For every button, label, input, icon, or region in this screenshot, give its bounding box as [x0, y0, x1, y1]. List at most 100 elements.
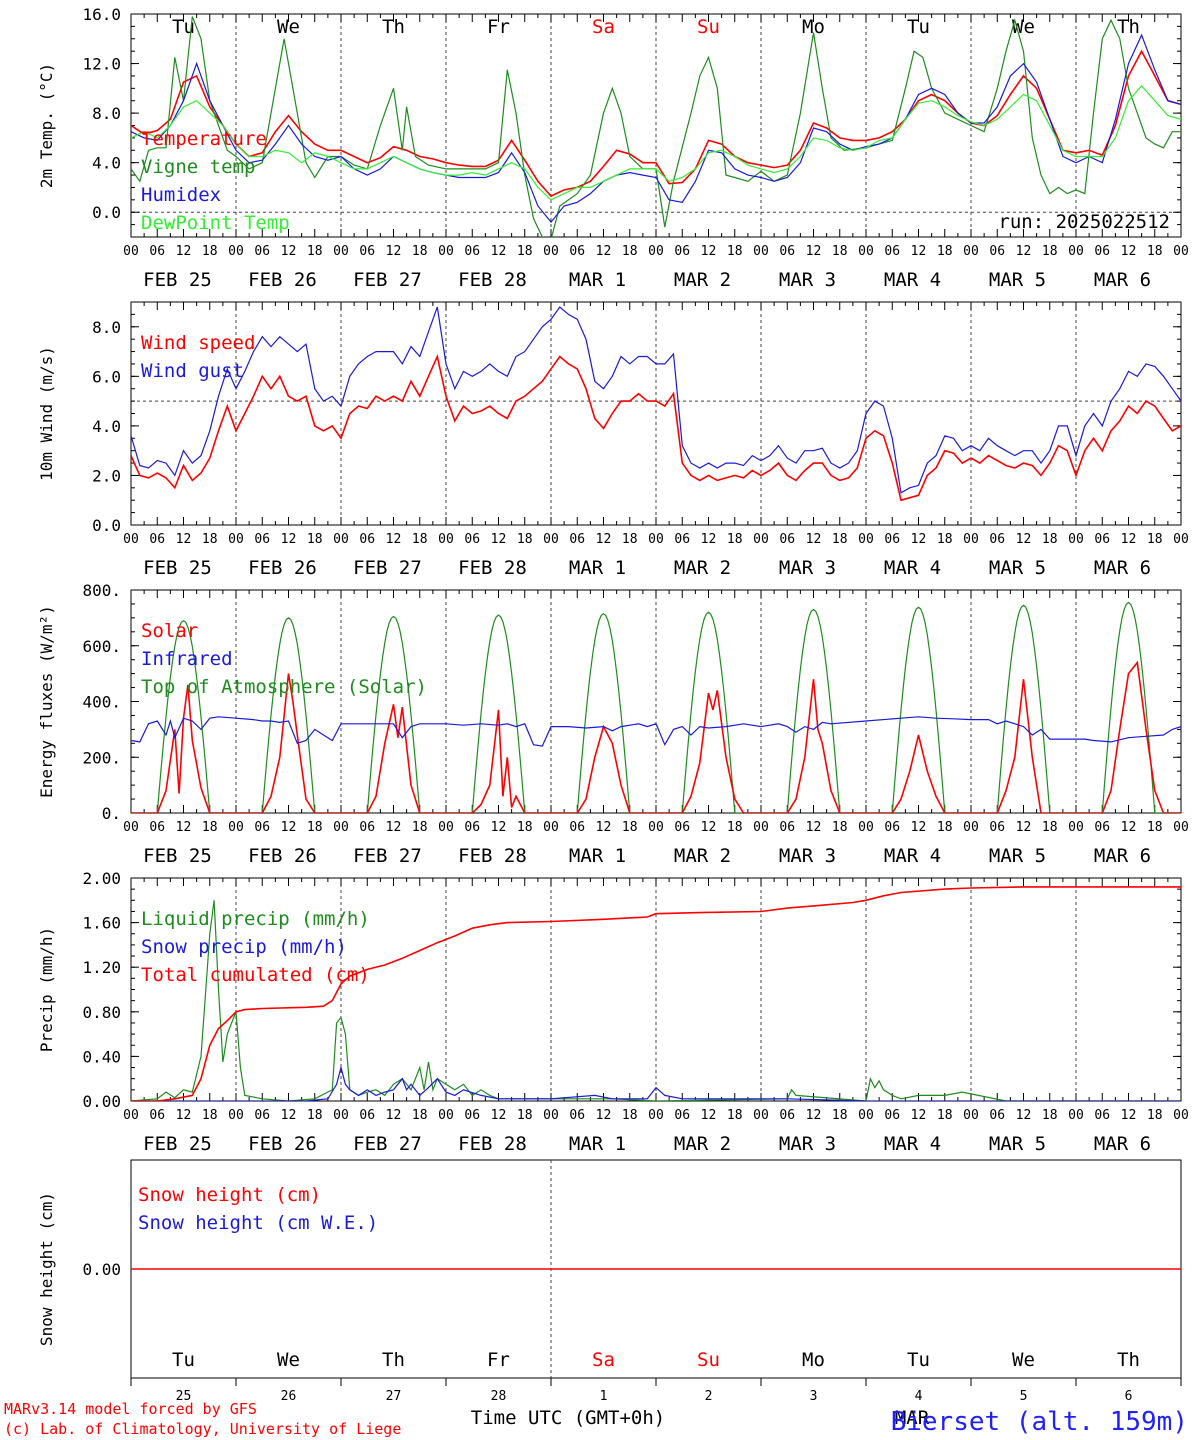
legend-entry: Vigne temp	[141, 156, 255, 178]
x-hour-label: 06	[779, 1108, 795, 1123]
series-line-temperature	[131, 49, 1181, 198]
x-hour-label: 06	[149, 1108, 165, 1123]
x-hour-label: 06	[884, 532, 900, 547]
x-hour-label: 00	[123, 244, 139, 259]
x-hour-label: 12	[1016, 244, 1032, 259]
y-axis-label: Energy fluxes (W/m²)	[37, 605, 56, 798]
panel-2: 0.0 2.0 4.0 6.0 8.0 10m Wind (m/s) 00 06 12 18 00 0…	[37, 301, 1189, 579]
x-hour-label: 18	[622, 244, 638, 259]
x-hour-label: 18	[307, 244, 323, 259]
x-hour-label: 06	[359, 532, 375, 547]
x-hour-label: 00	[438, 820, 454, 835]
x-hour-label: 18	[937, 244, 953, 259]
y-tick-label: 8.0	[92, 104, 121, 123]
x-date-label: FEB 25	[143, 557, 212, 579]
legend-entry: Wind gust	[141, 360, 244, 382]
x-hour-label: 06	[989, 532, 1005, 547]
x-hour-label: 18	[727, 532, 743, 547]
x-hour-label: 00	[858, 244, 874, 259]
x-hour-label: 12	[806, 1108, 822, 1123]
x-hour-label: 06	[989, 1108, 1005, 1123]
x-hour-label: 00	[333, 1108, 349, 1123]
x-hour-label: 12	[1016, 820, 1032, 835]
x-hour-label: 12	[491, 532, 507, 547]
x-hour-label: 00	[228, 532, 244, 547]
x-date-label: FEB 27	[353, 845, 422, 867]
x-hour-label: 00	[753, 244, 769, 259]
x-hour-label: 06	[149, 532, 165, 547]
x-date-label: FEB 25	[143, 269, 212, 291]
series-line-infrared	[131, 716, 1181, 747]
x-hour-label: 06	[569, 820, 585, 835]
y-tick-label: 0.00	[82, 1092, 121, 1111]
x-date-label: FEB 28	[458, 845, 527, 867]
x-hour-label: 18	[727, 244, 743, 259]
x-hour-label: 12	[911, 532, 927, 547]
x-hour-label: 06	[464, 244, 480, 259]
day-name-label: Fr	[487, 16, 510, 38]
x-hour-label: 18	[412, 532, 428, 547]
x-hour-label: 12	[596, 820, 612, 835]
x-date-label: FEB 26	[248, 845, 317, 867]
y-axis-label: 2m Temp. (°C)	[37, 63, 56, 188]
x-date-label: MAR 4	[884, 557, 941, 579]
x-date-label: MAR 2	[674, 845, 731, 867]
y-tick-label: 16.0	[82, 5, 121, 24]
x-hour-label: 00	[858, 1108, 874, 1123]
x-hour-label: 12	[911, 1108, 927, 1123]
x-hour-label: 06	[884, 1108, 900, 1123]
legend-entry: Snow precip (mm/h)	[141, 936, 347, 958]
legend-entry: Top of Atmosphere (Solar)	[141, 676, 427, 698]
day-name-label: Su	[697, 16, 720, 38]
panel-3: 0. 200. 400. 600. 800. Energy fluxes (W/m²) 00…	[37, 581, 1189, 867]
x-day-number: 5	[1020, 1389, 1028, 1404]
y-tick-label: 800.	[82, 581, 121, 600]
y-tick-label: 200.	[82, 748, 121, 767]
x-hour-label: 18	[517, 532, 533, 547]
x-hour-label: 18	[412, 1108, 428, 1123]
x-hour-label: 06	[359, 820, 375, 835]
x-hour-label: 00	[333, 820, 349, 835]
x-day-number: 6	[1125, 1389, 1133, 1404]
x-hour-label: 18	[1147, 1108, 1163, 1123]
day-name-label: Tu	[907, 1349, 930, 1371]
legend-entry: Wind speed	[141, 332, 255, 354]
x-hour-label: 00	[648, 820, 664, 835]
y-tick-label: 600.	[82, 637, 121, 656]
x-hour-label: 06	[1094, 532, 1110, 547]
x-date-label: MAR 5	[989, 269, 1046, 291]
x-hour-label: 18	[517, 244, 533, 259]
x-hour-label: 12	[281, 1108, 297, 1123]
x-hour-label: 06	[674, 820, 690, 835]
x-hour-label: 00	[963, 532, 979, 547]
y-tick-label: 2.00	[82, 869, 121, 888]
legend-entry: DewPoint Temp	[141, 212, 290, 234]
y-tick-label: 0.00	[82, 1260, 121, 1279]
x-day-number: 26	[281, 1389, 297, 1404]
x-date-label: MAR 2	[674, 269, 731, 291]
x-date-label: MAR 2	[674, 557, 731, 579]
x-hour-label: 18	[727, 1108, 743, 1123]
x-hour-label: 12	[806, 820, 822, 835]
x-hour-label: 12	[1016, 532, 1032, 547]
x-date-label: MAR 3	[779, 269, 836, 291]
x-hour-label: 00	[1173, 1108, 1189, 1123]
x-hour-label: 06	[464, 820, 480, 835]
x-hour-label: 00	[333, 532, 349, 547]
x-date-label: MAR 3	[779, 1133, 836, 1155]
x-hour-label: 06	[359, 244, 375, 259]
y-tick-label: 0.80	[82, 1003, 121, 1022]
x-date-label: MAR 4	[884, 845, 941, 867]
x-hour-label: 00	[543, 244, 559, 259]
x-hour-label: 18	[832, 1108, 848, 1123]
y-tick-label: 4.0	[92, 154, 121, 173]
x-hour-label: 06	[989, 244, 1005, 259]
x-day-number: 28	[491, 1389, 507, 1404]
x-hour-label: 18	[1042, 820, 1058, 835]
x-date-label: MAR 6	[1094, 557, 1151, 579]
x-hour-label: 06	[674, 244, 690, 259]
x-date-label: MAR 5	[989, 557, 1046, 579]
x-hour-label: 06	[359, 1108, 375, 1123]
day-name-label: Tu	[907, 16, 930, 38]
